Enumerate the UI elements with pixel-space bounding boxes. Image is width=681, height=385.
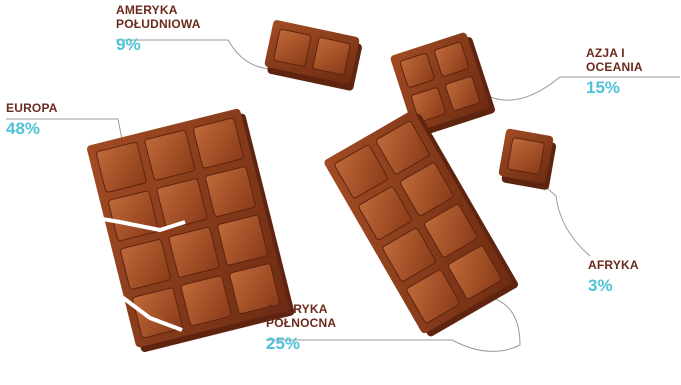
leader-africa: [539, 181, 591, 257]
chocolate-cube: [96, 142, 147, 193]
chocolate-cube: [448, 245, 502, 300]
chocolate-cube: [424, 204, 478, 258]
region-label-north-america: AMERYKA PÓŁNOCNA 25%: [266, 302, 337, 353]
percent-value: 9%: [116, 34, 141, 54]
region-label-europe: EUROPA 48%: [6, 101, 58, 138]
crack-line: [49, 208, 186, 232]
crack-line: [61, 268, 183, 332]
piece-asia-oceania: [390, 32, 496, 136]
region-label-south-america: AMERYKA POŁUDNIOWA 9%: [116, 3, 201, 54]
piece-africa: [498, 128, 557, 190]
leader-asia-oceania: [487, 76, 680, 101]
region-label-asia-oceania: AZJA I OCEANIA 15%: [586, 46, 681, 97]
piece-north-america: [324, 110, 519, 337]
percent-value: 25%: [266, 333, 301, 353]
chocolate-cube: [193, 117, 244, 169]
region-name: AFRYKA: [588, 258, 639, 272]
region-name: AMERYKA: [266, 302, 328, 316]
region-label-africa: AFRYKA 3%: [588, 258, 639, 295]
chocolate-cube: [273, 28, 312, 67]
chocolate-cube: [144, 129, 196, 181]
region-name: AMERYKA: [116, 3, 178, 17]
region-name: EUROPA: [6, 101, 58, 115]
chocolate-cube: [382, 228, 436, 282]
chocolate-cube: [400, 162, 454, 216]
region-name: AZJA I OCEANIA: [586, 46, 643, 74]
chocolate-cube: [445, 76, 481, 111]
percent-value: 48%: [6, 118, 41, 138]
chocolate-cube: [358, 186, 412, 240]
chocolate-cube: [312, 37, 351, 76]
chocolate-cube: [217, 214, 268, 266]
chocolate-pieces: [49, 20, 557, 353]
chocolate-cube: [205, 166, 256, 217]
piece-europe: [87, 108, 295, 353]
chocolate-cube: [411, 87, 446, 123]
chocolate-cube: [507, 137, 545, 175]
piece-south-america: [264, 20, 362, 91]
chocolate-cube: [434, 41, 469, 77]
europe-crack-lines: [49, 208, 186, 332]
chocolate-cube: [399, 53, 435, 88]
chocolate-cube: [229, 263, 280, 314]
chocolate-cube: [120, 239, 171, 290]
chocolate-cube: [376, 120, 430, 175]
percent-value: 3%: [588, 275, 613, 295]
chocolate-cube: [156, 178, 208, 230]
chocolate-cube: [180, 275, 232, 327]
leader-north-america: [266, 295, 521, 352]
region-name-line2: POŁUDNIOWA: [116, 16, 201, 31]
chocolate-cube: [334, 144, 388, 199]
region-name-line2: PÓŁNOCNA: [266, 315, 337, 330]
chocolate-cube: [406, 269, 460, 324]
chocolate-cube: [168, 226, 220, 278]
percent-value: 15%: [586, 77, 621, 97]
